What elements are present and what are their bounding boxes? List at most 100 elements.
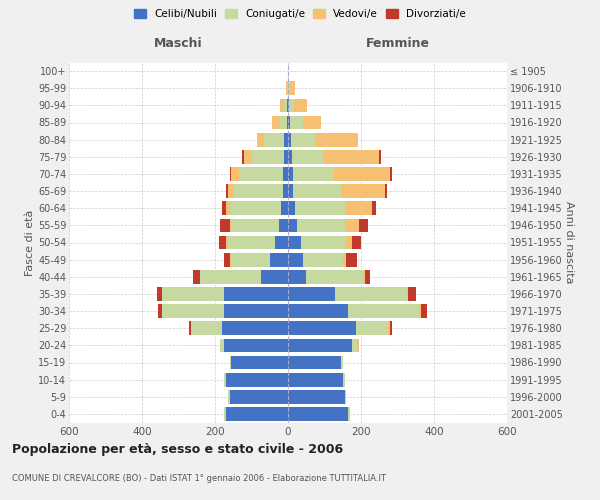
Bar (409, 287, 416, 301)
Bar (294, 98, 307, 112)
Bar (346, 253, 358, 266)
Bar (288, 218, 297, 232)
Bar (230, 218, 232, 232)
Bar (244, 150, 251, 164)
Bar (284, 150, 288, 164)
Bar (356, 322, 388, 335)
Bar (288, 287, 335, 301)
Bar (242, 150, 244, 164)
Y-axis label: Fasce di età: Fasce di età (25, 210, 35, 276)
Bar (301, 236, 346, 250)
Bar (232, 167, 239, 181)
Bar (421, 304, 427, 318)
Bar (323, 150, 379, 164)
Bar (280, 98, 284, 112)
Bar (228, 390, 230, 404)
Bar (275, 236, 288, 250)
Bar (293, 184, 341, 198)
Bar (158, 304, 162, 318)
Text: Femmine: Femmine (365, 37, 430, 50)
Bar (284, 133, 288, 146)
Bar (224, 253, 230, 266)
Bar (226, 407, 288, 421)
Bar (297, 218, 344, 232)
Bar (346, 236, 352, 250)
Bar (390, 322, 392, 335)
Bar (251, 150, 284, 164)
Bar (230, 167, 232, 181)
Bar (239, 167, 283, 181)
Bar (226, 373, 288, 386)
Bar (226, 184, 228, 198)
Bar (341, 356, 343, 370)
Bar (288, 150, 292, 164)
Bar (284, 98, 287, 112)
Bar (287, 116, 288, 130)
Bar (283, 167, 288, 181)
Bar (359, 218, 368, 232)
Bar (335, 287, 407, 301)
Bar (388, 322, 390, 335)
Bar (287, 82, 288, 95)
Bar (288, 322, 356, 335)
Bar (288, 116, 290, 130)
Bar (348, 304, 419, 318)
Bar (358, 338, 359, 352)
Bar (280, 116, 287, 130)
Bar (288, 373, 343, 386)
Bar (352, 338, 358, 352)
Bar (191, 322, 223, 335)
Bar (341, 184, 385, 198)
Bar (232, 356, 288, 370)
Bar (288, 270, 306, 283)
Bar (407, 287, 409, 301)
Bar (419, 304, 421, 318)
Bar (352, 236, 361, 250)
Bar (385, 184, 386, 198)
Bar (283, 184, 288, 198)
Bar (281, 202, 288, 215)
Bar (344, 218, 359, 232)
Bar (257, 133, 264, 146)
Bar (162, 304, 224, 318)
Bar (302, 116, 321, 130)
Bar (343, 373, 344, 386)
Bar (264, 133, 284, 146)
Bar (224, 287, 288, 301)
Bar (270, 253, 288, 266)
Bar (372, 202, 376, 215)
Bar (228, 236, 275, 250)
Text: COMUNE DI CREVALCORE (BO) - Dati ISTAT 1° gennaio 2006 - Elaborazione TUTTITALIA: COMUNE DI CREVALCORE (BO) - Dati ISTAT 1… (12, 474, 386, 483)
Bar (379, 150, 381, 164)
Bar (344, 202, 372, 215)
Y-axis label: Anni di nascita: Anni di nascita (564, 201, 574, 284)
Bar (162, 287, 224, 301)
Bar (288, 167, 293, 181)
Bar (220, 338, 224, 352)
Bar (232, 253, 270, 266)
Text: Maschi: Maschi (154, 37, 203, 50)
Bar (287, 98, 288, 112)
Bar (314, 133, 358, 146)
Text: Popolazione per età, sesso e stato civile - 2006: Popolazione per età, sesso e stato civil… (12, 442, 343, 456)
Bar (390, 167, 392, 181)
Bar (220, 218, 230, 232)
Bar (200, 270, 260, 283)
Bar (292, 150, 323, 164)
Bar (228, 184, 233, 198)
Bar (157, 287, 162, 301)
Bar (233, 184, 283, 198)
Bar (224, 407, 226, 421)
Bar (230, 356, 232, 370)
Bar (288, 133, 291, 146)
Bar (288, 304, 348, 318)
Bar (224, 373, 226, 386)
Bar (344, 390, 346, 404)
Bar (288, 184, 293, 198)
Bar (343, 253, 346, 266)
Bar (348, 407, 350, 421)
Bar (288, 390, 344, 404)
Bar (218, 236, 226, 250)
Bar (293, 167, 334, 181)
Bar (272, 116, 280, 130)
